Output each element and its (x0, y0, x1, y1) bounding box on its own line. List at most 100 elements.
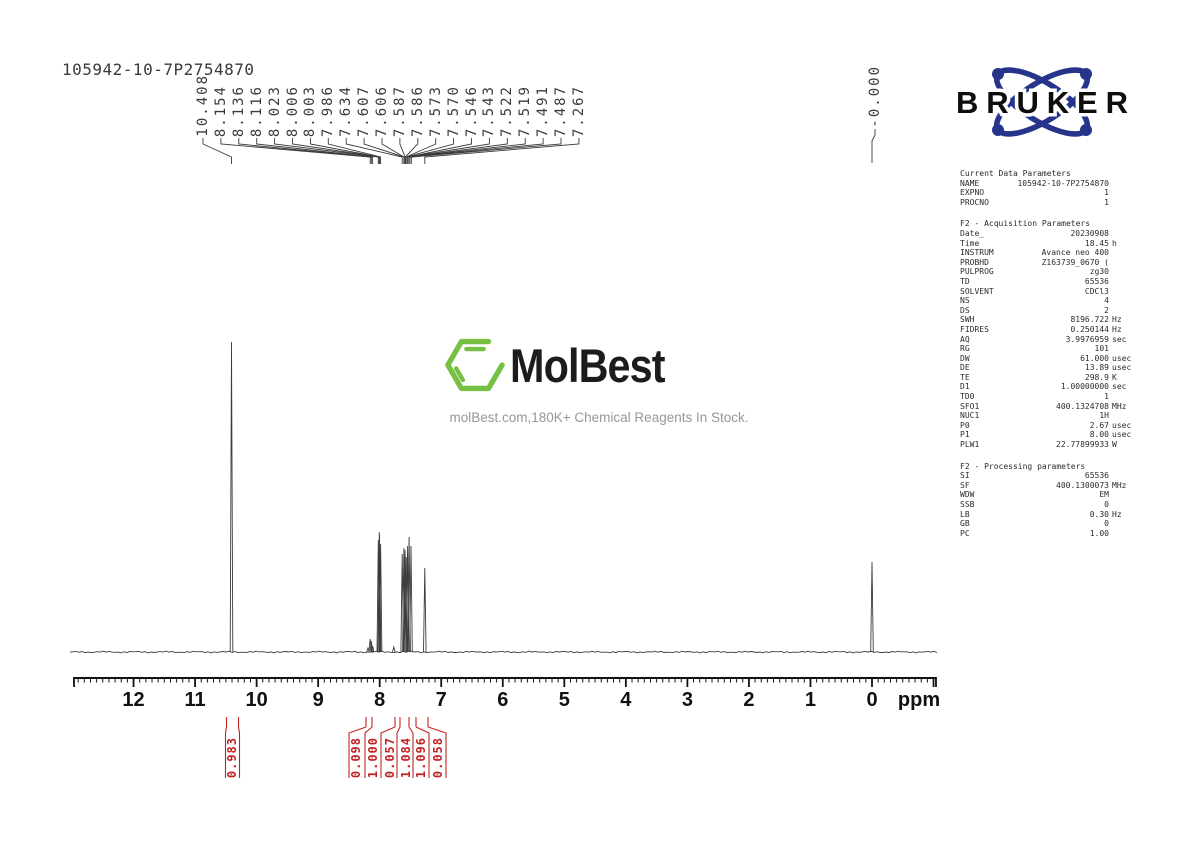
parameter-row: SFO1 400.1324708 MHz (960, 402, 1138, 412)
parameter-row: P1 8.00 usec (960, 430, 1138, 440)
parameter-value: 1 (1104, 392, 1109, 402)
x-axis-tick-label: 8 (374, 689, 386, 711)
parameter-name: SFO1 (960, 401, 980, 411)
parameter-unit: MHz (1112, 401, 1127, 411)
parameter-name: LB (960, 509, 970, 519)
parameter-value: 0 (1104, 500, 1109, 509)
x-axis-unit-label: ppm (897, 689, 941, 711)
parameter-row: PULPROG zg30 (960, 267, 1138, 277)
bruker-logo-icon: BRUKER (953, 67, 1132, 137)
parameter-row: DS 2 (960, 306, 1138, 316)
parameter-row: Date_ 20230908 (960, 229, 1138, 239)
parameter-unit (1109, 411, 1138, 421)
parameter-name: RG (960, 344, 970, 354)
parameter-unit: MHz (1112, 480, 1127, 490)
parameter-value: 0 (1104, 519, 1109, 529)
bruker-wordmark: BRUKER (956, 85, 1128, 120)
parameter-name: PULPROG (960, 267, 994, 277)
parameter-value: 101 (1094, 344, 1109, 354)
parameter-value: 65536 (1084, 471, 1109, 481)
parameter-row: PROBHD Z163739_0670 ( (960, 258, 1138, 268)
parameter-name: NAME (960, 178, 980, 188)
reference-peak-label: -0.000 (867, 65, 883, 128)
x-axis-tick-labels: 12 11 10 9 8 7 6 5 4 3 2 1 0 (0, 689, 1190, 715)
parameter-name: SF (960, 480, 970, 490)
sample-id-title: 105942-10-7P2754870 (62, 60, 255, 79)
parameter-value: 0.250144 (1070, 324, 1109, 334)
parameter-unit: K (1112, 372, 1117, 382)
parameter-value: 298.9 (1084, 372, 1109, 382)
parameter-row: PC 1.00 (960, 529, 1138, 539)
parameter-row: LB 0.30 Hz (960, 510, 1138, 520)
parameter-unit: usec (1112, 363, 1132, 373)
bruker-logo: BRUKER (950, 55, 1140, 150)
parameter-unit (1109, 198, 1138, 208)
parameter-row: DW 61.000 usec (960, 354, 1138, 364)
x-axis-tick-label: 4 (620, 689, 632, 711)
parameter-row: SOLVENT CDCl3 (960, 287, 1138, 297)
parameter-unit: sec (1112, 334, 1127, 344)
parameter-row: SWH 8196.722 Hz (960, 315, 1138, 325)
parameter-value: 1 (1104, 188, 1109, 198)
parameter-unit: usec (1112, 353, 1132, 363)
parameter-unit (1109, 519, 1138, 529)
parameter-name: TE (960, 372, 970, 382)
parameter-name: PROBHD (960, 257, 989, 267)
integral-value-label: 1.096 (414, 736, 428, 778)
parameter-name: EXPNO (960, 188, 985, 198)
parameter-name: P1 (960, 430, 970, 440)
parameter-value: 0.30 (1089, 509, 1109, 519)
parameter-unit: sec (1112, 382, 1127, 392)
parameter-row: SF 400.1300073 MHz (960, 481, 1138, 491)
parameter-value: 105942-10-7P2754870 (1017, 178, 1109, 188)
parameter-unit: Hz (1112, 315, 1122, 325)
parameter-unit (1109, 267, 1138, 277)
parameter-value: 400.1300073 (1056, 480, 1109, 490)
parameter-name: NS (960, 296, 970, 306)
parameter-value: 22.77899933 (1056, 440, 1109, 450)
molbest-watermark: MolBest molBest.com,180K+ Chemical Reage… (444, 334, 754, 425)
parameter-value: 8196.722 (1070, 315, 1109, 325)
parameter-value: 400.1324708 (1056, 401, 1109, 411)
x-axis-tick-label: 0 (866, 689, 878, 711)
integral-value-label: 0.058 (431, 736, 445, 778)
x-axis-tick-label: 6 (497, 689, 509, 711)
parameter-unit (1109, 471, 1138, 481)
x-axis-tick-label: 11 (184, 689, 206, 711)
parameter-unit: Hz (1112, 324, 1122, 334)
parameter-row: AQ 3.9976959 sec (960, 335, 1138, 345)
parameter-name: FIDRES (960, 324, 989, 334)
parameters-panel: Current Data Parameters NAME 105942-10-7P2… (960, 169, 1138, 550)
parameter-value: 61.000 (1080, 353, 1109, 363)
parameter-name: GB (960, 519, 970, 529)
molbest-logo-row: MolBest (444, 334, 754, 396)
parameter-unit: usec (1112, 420, 1132, 430)
parameter-unit (1109, 392, 1138, 402)
x-axis-tick-label: 7 (435, 689, 447, 711)
x-axis-tick-label: 5 (558, 689, 570, 711)
parameter-name: SOLVENT (960, 286, 994, 296)
parameter-unit (1109, 296, 1138, 306)
parameter-value: EM (1099, 490, 1109, 500)
parameter-row: FIDRES 0.250144 Hz (960, 325, 1138, 335)
parameter-unit (1109, 529, 1138, 539)
parameter-value: 1 (1104, 197, 1109, 207)
parameter-value: 8.00 (1089, 430, 1109, 440)
parameter-section: Current Data Parameters NAME 105942-10-7P2… (960, 169, 1138, 207)
x-axis-ruler (73, 677, 937, 687)
parameter-row: Time 18.45 h (960, 239, 1138, 249)
parameter-value: 65536 (1084, 276, 1109, 286)
parameter-value: 18.45 (1084, 238, 1109, 248)
parameter-name: PROCNO (960, 197, 989, 207)
x-axis-tick-label: 3 (681, 689, 693, 711)
parameter-row: RG 101 (960, 344, 1138, 354)
parameter-section-header: F2 - Processing parameters (960, 461, 1086, 471)
parameter-value: zg30 (1089, 267, 1109, 277)
integral-value-label: 0.057 (383, 736, 397, 778)
parameter-row: SSB 0 (960, 500, 1138, 510)
parameter-name: SSB (960, 500, 975, 509)
parameter-row: TE 298.9 K (960, 373, 1138, 383)
parameter-unit (1109, 179, 1138, 189)
parameter-unit (1109, 287, 1138, 297)
molbest-tagline: molBest.com,180K+ Chemical Reagents In S… (449, 410, 749, 425)
